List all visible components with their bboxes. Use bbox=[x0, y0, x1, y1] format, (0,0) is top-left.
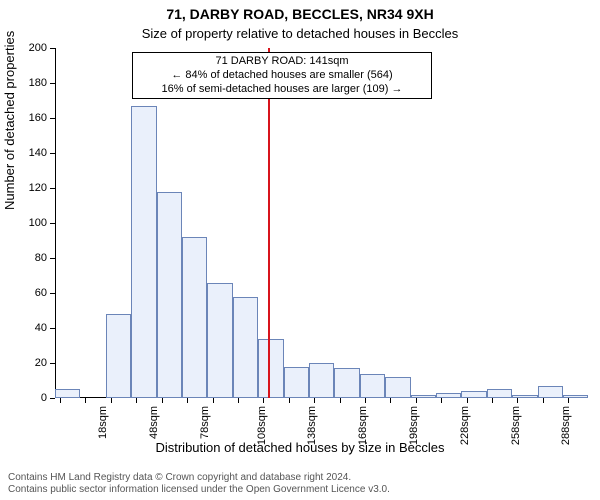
x-tick bbox=[568, 398, 569, 403]
reference-line bbox=[268, 48, 270, 398]
y-tick-label: 180 bbox=[7, 77, 47, 89]
histogram-bar bbox=[207, 283, 232, 399]
footer-line-2: Contains public sector information licen… bbox=[8, 484, 592, 496]
footer-line-1: Contains HM Land Registry data © Crown c… bbox=[8, 472, 592, 484]
y-tick-label: 140 bbox=[7, 147, 47, 159]
y-tick bbox=[50, 293, 55, 294]
y-tick bbox=[50, 328, 55, 329]
histogram-bar bbox=[512, 395, 537, 399]
y-tick bbox=[50, 188, 55, 189]
y-tick-label: 20 bbox=[7, 357, 47, 369]
histogram-bar bbox=[55, 389, 80, 398]
x-tick bbox=[492, 398, 493, 403]
y-tick bbox=[50, 258, 55, 259]
histogram-bar bbox=[106, 314, 131, 398]
x-tick bbox=[60, 398, 61, 403]
x-tick bbox=[111, 398, 112, 403]
annotation-line-3: 16% of semi-detached houses are larger (… bbox=[137, 83, 427, 97]
y-tick bbox=[50, 223, 55, 224]
histogram-bar bbox=[385, 377, 410, 398]
histogram-bar bbox=[233, 297, 258, 399]
histogram-bar bbox=[334, 368, 359, 398]
x-tick bbox=[441, 398, 442, 403]
y-tick-label: 0 bbox=[7, 392, 47, 404]
y-tick bbox=[50, 398, 55, 399]
x-tick bbox=[543, 398, 544, 403]
x-tick bbox=[340, 398, 341, 403]
y-tick-label: 200 bbox=[7, 42, 47, 54]
x-tick bbox=[467, 398, 468, 403]
y-tick bbox=[50, 118, 55, 119]
histogram-bar bbox=[563, 395, 588, 399]
histogram-bar bbox=[487, 389, 512, 398]
chart-title: 71, DARBY ROAD, BECCLES, NR34 9XH bbox=[0, 6, 600, 22]
x-tick bbox=[187, 398, 188, 403]
y-tick-label: 160 bbox=[7, 112, 47, 124]
x-tick-label: 78sqm bbox=[199, 406, 211, 439]
x-tick bbox=[289, 398, 290, 403]
y-tick-label: 100 bbox=[7, 217, 47, 229]
histogram-bar bbox=[284, 367, 309, 399]
chart-container: { "title": "71, DARBY ROAD, BECCLES, NR3… bbox=[0, 0, 600, 500]
x-axis-label: Distribution of detached houses by size … bbox=[0, 440, 600, 455]
x-tick-label: 18sqm bbox=[97, 406, 109, 439]
x-tick bbox=[136, 398, 137, 403]
x-tick bbox=[85, 398, 86, 403]
x-tick bbox=[238, 398, 239, 403]
annotation-line-2: ← 84% of detached houses are smaller (56… bbox=[137, 69, 427, 83]
histogram-bar bbox=[538, 386, 563, 398]
histogram-bar bbox=[461, 391, 486, 398]
y-axis-line bbox=[55, 48, 56, 398]
histogram-bar bbox=[411, 395, 436, 399]
y-tick-label: 40 bbox=[7, 322, 47, 334]
annotation-line-1: 71 DARBY ROAD: 141sqm bbox=[137, 55, 427, 69]
x-tick bbox=[517, 398, 518, 403]
y-tick-label: 120 bbox=[7, 182, 47, 194]
x-tick bbox=[416, 398, 417, 403]
histogram-bar bbox=[309, 363, 334, 398]
histogram-bar bbox=[360, 374, 385, 399]
x-tick bbox=[365, 398, 366, 403]
histogram-bar bbox=[182, 237, 207, 398]
chart-subtitle: Size of property relative to detached ho… bbox=[0, 26, 600, 41]
histogram-bar bbox=[157, 192, 182, 399]
y-tick bbox=[50, 48, 55, 49]
y-tick-label: 60 bbox=[7, 287, 47, 299]
x-tick bbox=[263, 398, 264, 403]
chart-footer: Contains HM Land Registry data © Crown c… bbox=[8, 472, 592, 496]
y-tick bbox=[50, 153, 55, 154]
x-tick-label: 48sqm bbox=[148, 406, 160, 439]
x-tick bbox=[162, 398, 163, 403]
x-tick bbox=[390, 398, 391, 403]
plot-area: 02040608010012014016018020018sqm48sqm78s… bbox=[55, 48, 580, 398]
annotation-box: 71 DARBY ROAD: 141sqm← 84% of detached h… bbox=[132, 52, 432, 99]
histogram-bar bbox=[258, 339, 283, 399]
x-tick bbox=[213, 398, 214, 403]
x-tick bbox=[314, 398, 315, 403]
histogram-bar bbox=[436, 393, 461, 398]
y-tick bbox=[50, 363, 55, 364]
y-tick-label: 80 bbox=[7, 252, 47, 264]
histogram-bar bbox=[131, 106, 156, 398]
y-tick bbox=[50, 83, 55, 84]
